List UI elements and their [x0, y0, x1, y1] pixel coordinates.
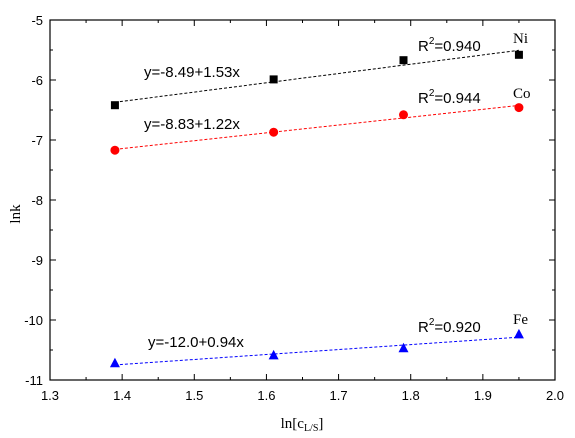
point-co	[514, 103, 524, 113]
point-ni	[269, 75, 278, 84]
x-tick-label: 1.6	[257, 388, 275, 403]
y-tick-label: -7	[31, 133, 43, 148]
point-co	[269, 127, 279, 137]
fit-line-ni	[114, 49, 519, 103]
r2-co: R2=0.944	[418, 88, 481, 107]
x-tick-label: 1.3	[41, 388, 59, 403]
x-tick-label: 1.9	[474, 388, 492, 403]
series-label-fe: Fe	[513, 312, 528, 328]
series-label-ni: Ni	[513, 31, 528, 47]
point-fe	[513, 328, 524, 339]
y-tick-label: -10	[24, 313, 43, 328]
point-fe	[398, 342, 409, 353]
x-tick-label: 1.4	[113, 388, 131, 403]
fit-line-fe	[114, 336, 519, 366]
y-tick-label: -8	[31, 193, 43, 208]
x-tick-label: 1.7	[330, 388, 348, 403]
y-tick-label: -9	[31, 253, 43, 268]
equation-fe: y=-12.0+0.94x	[148, 334, 244, 351]
x-tick-label: 1.5	[185, 388, 203, 403]
equation-ni: y=-8.49+1.53x	[144, 64, 240, 81]
x-axis-title: ln[cL/S]	[281, 416, 324, 434]
y-axis-title: lnk	[8, 204, 24, 224]
point-ni	[514, 50, 523, 59]
axis-ticks: 1.3 1.4 1.5 1.6 1.7 1.8 1.9 2.0 -11 -10 -9 -8 -7 -6 -5	[24, 13, 564, 403]
x-tick-label: 1.8	[402, 388, 420, 403]
equation-co: y=-8.83+1.22x	[144, 116, 240, 133]
fit-line-co	[114, 104, 519, 150]
y-tick-label: -11	[25, 373, 43, 388]
point-co	[110, 145, 120, 155]
point-fe	[268, 349, 279, 360]
data-markers	[109, 50, 524, 368]
point-ni	[399, 56, 408, 65]
point-fe	[109, 357, 120, 368]
r2-fe: R2=0.920	[418, 317, 481, 336]
fit-lines	[114, 49, 519, 366]
x-tick-label: 2.0	[546, 388, 564, 403]
y-tick-label: -6	[31, 73, 43, 88]
series-label-co: Co	[513, 86, 531, 102]
r2-ni: R2=0.940	[418, 36, 481, 55]
plot-area	[49, 19, 556, 381]
y-tick-label: -5	[31, 13, 43, 28]
point-co	[399, 110, 408, 120]
point-ni	[110, 101, 119, 110]
